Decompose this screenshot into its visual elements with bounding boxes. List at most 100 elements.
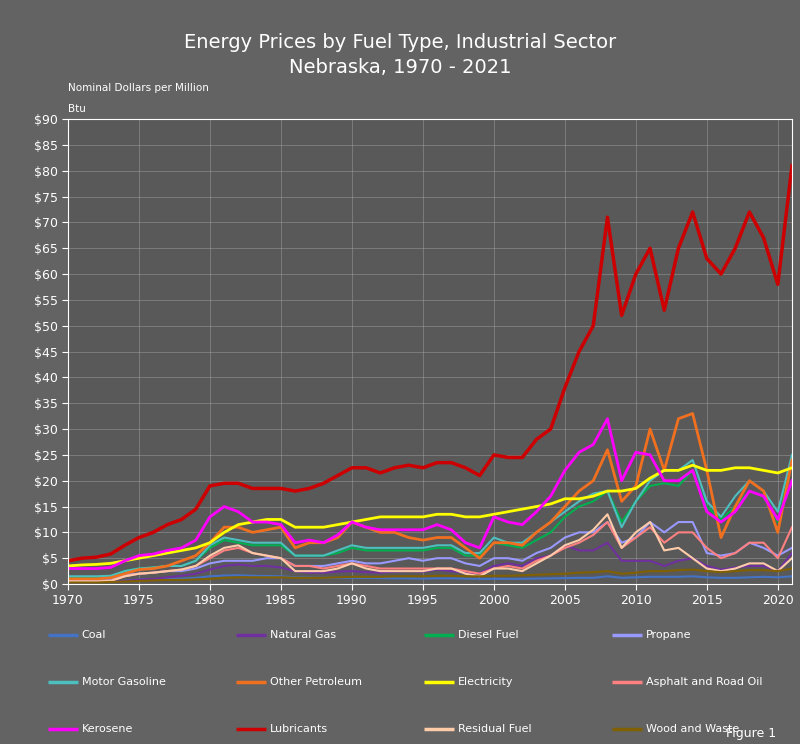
Motor Gasoline: [318, 551, 328, 560]
Text: Coal: Coal: [82, 630, 106, 641]
Line: Propane: Propane: [68, 522, 792, 580]
Lubricants: [404, 461, 414, 469]
Text: Nominal Dollars per Million: Nominal Dollars per Million: [68, 83, 209, 94]
Propane: [602, 518, 612, 527]
Electricity: [318, 523, 328, 532]
Asphalt and Road Oil: [503, 562, 513, 571]
Text: Natural Gas: Natural Gas: [270, 630, 336, 641]
Natural Gas: [404, 567, 414, 576]
Motor Gasoline: [404, 543, 414, 552]
Text: Lubricants: Lubricants: [270, 724, 328, 734]
Diesel Fuel: [532, 536, 542, 545]
Lubricants: [532, 435, 542, 444]
Propane: [787, 543, 797, 552]
Residual Fuel: [120, 572, 130, 581]
Natural Gas: [503, 559, 513, 568]
Asphalt and Road Oil: [745, 538, 754, 547]
Wood and Waste: [787, 564, 797, 573]
Motor Gasoline: [63, 572, 73, 581]
Residual Fuel: [318, 567, 328, 576]
Electricity: [532, 502, 542, 511]
Other Petroleum: [787, 455, 797, 464]
Text: Electricity: Electricity: [458, 677, 513, 687]
Wood and Waste: [730, 567, 740, 576]
Natural Gas: [602, 538, 612, 547]
Other Petroleum: [503, 538, 513, 547]
Coal: [787, 572, 797, 581]
Motor Gasoline: [532, 528, 542, 537]
Asphalt and Road Oil: [602, 518, 612, 527]
Residual Fuel: [503, 564, 513, 573]
Kerosene: [602, 414, 612, 423]
Kerosene: [503, 518, 513, 527]
Lubricants: [503, 453, 513, 462]
Text: Energy Prices by Fuel Type, Industrial Sector
Nebraska, 1970 - 2021: Energy Prices by Fuel Type, Industrial S…: [184, 33, 616, 77]
Diesel Fuel: [120, 567, 130, 576]
Line: Lubricants: Lubricants: [68, 166, 792, 561]
Natural Gas: [120, 577, 130, 586]
Line: Coal: Coal: [68, 575, 792, 583]
Coal: [518, 574, 527, 583]
Coal: [333, 574, 342, 583]
Propane: [318, 562, 328, 571]
Asphalt and Road Oil: [404, 564, 414, 573]
Propane: [745, 538, 754, 547]
Text: Motor Gasoline: Motor Gasoline: [82, 677, 166, 687]
Coal: [546, 574, 555, 583]
Residual Fuel: [532, 559, 542, 568]
Natural Gas: [532, 554, 542, 562]
Natural Gas: [318, 568, 328, 577]
Other Petroleum: [63, 574, 73, 583]
Diesel Fuel: [318, 551, 328, 560]
Line: Natural Gas: Natural Gas: [68, 542, 792, 583]
Wood and Waste: [532, 570, 542, 579]
Other Petroleum: [688, 409, 698, 418]
Diesel Fuel: [63, 574, 73, 583]
Coal: [745, 573, 754, 582]
Line: Motor Gasoline: Motor Gasoline: [68, 455, 792, 577]
Text: Other Petroleum: Other Petroleum: [270, 677, 362, 687]
Asphalt and Road Oil: [787, 523, 797, 532]
Motor Gasoline: [120, 567, 130, 576]
Propane: [503, 554, 513, 562]
Lubricants: [730, 244, 740, 253]
Propane: [120, 570, 130, 579]
Electricity: [745, 464, 754, 472]
Diesel Fuel: [503, 541, 513, 550]
Residual Fuel: [745, 559, 754, 568]
Diesel Fuel: [730, 502, 740, 511]
Lubricants: [787, 161, 797, 170]
Propane: [404, 554, 414, 562]
Other Petroleum: [532, 528, 542, 537]
Natural Gas: [745, 562, 754, 571]
Line: Diesel Fuel: Diesel Fuel: [68, 460, 792, 578]
Electricity: [688, 461, 698, 469]
Wood and Waste: [318, 574, 328, 583]
Kerosene: [120, 557, 130, 565]
Wood and Waste: [503, 571, 513, 580]
Line: Asphalt and Road Oil: Asphalt and Road Oil: [68, 522, 792, 582]
Lubricants: [120, 541, 130, 550]
Wood and Waste: [120, 577, 130, 586]
Text: Diesel Fuel: Diesel Fuel: [458, 630, 518, 641]
Text: Propane: Propane: [646, 630, 691, 641]
Residual Fuel: [63, 577, 73, 586]
Motor Gasoline: [503, 538, 513, 547]
Electricity: [63, 562, 73, 571]
Line: Wood and Waste: Wood and Waste: [68, 568, 792, 583]
Lubricants: [63, 557, 73, 565]
Kerosene: [532, 507, 542, 516]
Text: Btu: Btu: [68, 104, 86, 115]
Coal: [418, 574, 428, 583]
Coal: [120, 576, 130, 585]
Diesel Fuel: [404, 546, 414, 555]
Natural Gas: [63, 578, 73, 587]
Other Petroleum: [120, 569, 130, 578]
Wood and Waste: [63, 578, 73, 587]
Kerosene: [404, 525, 414, 534]
Motor Gasoline: [730, 492, 740, 501]
Asphalt and Road Oil: [120, 572, 130, 581]
Kerosene: [745, 487, 754, 496]
Other Petroleum: [404, 533, 414, 542]
Electricity: [120, 557, 130, 565]
